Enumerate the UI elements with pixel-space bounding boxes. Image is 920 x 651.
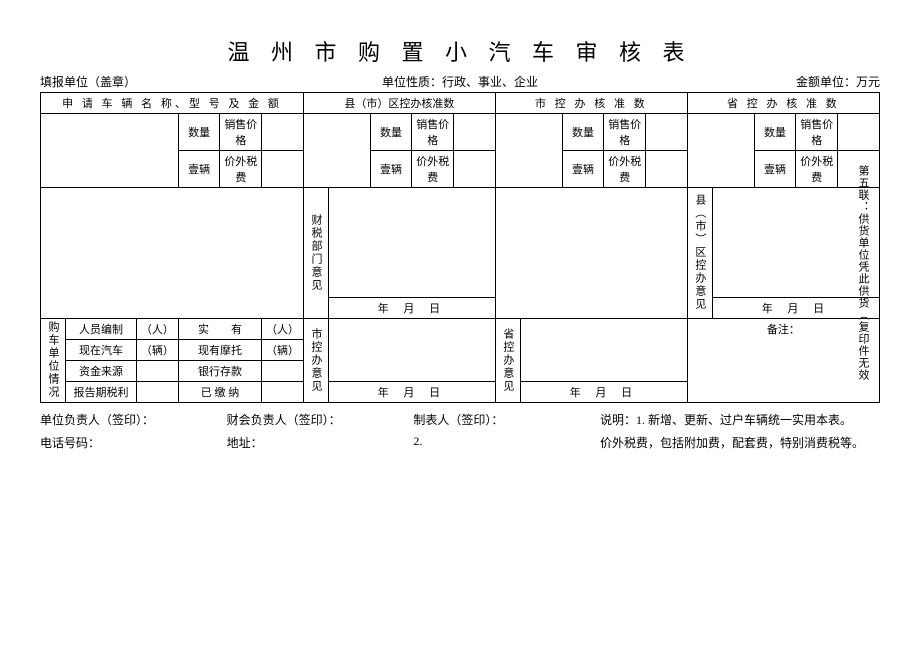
county-extra-val <box>454 150 496 187</box>
county-opinion-label: 县（市）区控办意见 <box>687 187 712 318</box>
prov-name-blank <box>687 113 754 187</box>
county-date: 年 月 日 <box>712 297 879 318</box>
city-price-val <box>646 113 688 150</box>
apply-extra-val <box>262 150 304 187</box>
header-left: 填报单位（盖章） <box>40 73 320 90</box>
city-qty: 数量 <box>562 113 604 150</box>
prov-price: 销售价格 <box>796 113 838 150</box>
header-mid: 单位性质：行政、事业、企业 <box>320 73 600 90</box>
f2c: 2. <box>413 434 600 451</box>
county-qty: 数量 <box>370 113 412 150</box>
u-r1b-unit: （人） <box>262 318 304 339</box>
hdr-apply: 申 请 车 辆 名 称、型 号 及 金 额 <box>41 92 304 113</box>
tax-opinion-body <box>328 187 495 297</box>
city-price: 销售价格 <box>604 113 646 150</box>
county-extra: 价外税费 <box>412 150 454 187</box>
f1b: 财会负责人（签印）： <box>227 411 414 428</box>
form-title: 温 州 市 购 置 小 汽 车 审 核 表 <box>40 35 880 67</box>
header-row: 填报单位（盖章） 单位性质：行政、事业、企业 金额单位：万元 <box>40 73 880 90</box>
side-note: 第五联：供货单位凭此供货（复印件无效 <box>856 165 870 381</box>
u-r2b: 现有摩托 <box>178 339 261 360</box>
prov-price-val <box>838 113 880 150</box>
prov-extra: 价外税费 <box>796 150 838 187</box>
prov-opinion-body <box>520 318 687 381</box>
remark-cell: 备注： <box>687 318 879 402</box>
apply-body <box>41 187 304 318</box>
u-r3b-val <box>262 360 304 381</box>
f2d: 价外税费，包括附加费，配套费，特别消费税等。 <box>600 434 880 451</box>
prov-opinion-label: 省控办意见 <box>495 318 520 402</box>
u-r1a: 人员编制 <box>66 318 137 339</box>
apply-price: 销售价格 <box>220 113 262 150</box>
u-r4a-val <box>136 381 178 402</box>
tax-date: 年 月 日 <box>328 297 495 318</box>
u-r3b: 银行存款 <box>178 360 261 381</box>
city-date: 年 月 日 <box>328 381 495 402</box>
f1a: 单位负责人（签印）： <box>40 411 227 428</box>
main-table: 申 请 车 辆 名 称、型 号 及 金 额 县（市）区控办核准数 市 控 办 核… <box>40 92 880 403</box>
city-name-blank <box>495 113 562 187</box>
u-r4b: 已 缴 纳 <box>178 381 261 402</box>
apply-price-val <box>262 113 304 150</box>
prov-qty: 数量 <box>754 113 796 150</box>
county-opinion-body <box>712 187 879 297</box>
f2a: 电话号码： <box>40 434 227 451</box>
u-r1b: 实 有 <box>178 318 261 339</box>
hdr-city: 市 控 办 核 准 数 <box>495 92 687 113</box>
u-r1a-unit: （人） <box>136 318 178 339</box>
county-price: 销售价格 <box>412 113 454 150</box>
apply-name-blank <box>41 113 179 187</box>
county-one: 壹辆 <box>370 150 412 187</box>
apply-extra: 价外税费 <box>220 150 262 187</box>
f1d: 说明：1. 新增、更新、过户车辆统一实用本表。 <box>600 411 880 428</box>
u-r3a-val <box>136 360 178 381</box>
f2b: 地址： <box>227 434 414 451</box>
prov-date: 年 月 日 <box>520 381 687 402</box>
city-opinion-body <box>328 318 495 381</box>
tax-opinion-label: 财税部门意见 <box>303 187 328 318</box>
f1c: 制表人（签印）： <box>413 411 600 428</box>
city-opinion-blank <box>495 187 687 318</box>
header-right: 金额单位：万元 <box>600 73 880 90</box>
u-r2b-unit: （辆） <box>262 339 304 360</box>
apply-one: 壹辆 <box>178 150 220 187</box>
prov-one: 壹辆 <box>754 150 796 187</box>
hdr-county: 县（市）区控办核准数 <box>303 92 495 113</box>
city-opinion-label: 市控办意见 <box>303 318 328 402</box>
county-price-val <box>454 113 496 150</box>
hdr-prov: 省 控 办 核 准 数 <box>687 92 879 113</box>
u-r4a: 报告期税利 <box>66 381 137 402</box>
city-one: 壹辆 <box>562 150 604 187</box>
county-name-blank <box>303 113 370 187</box>
apply-qty: 数量 <box>178 113 220 150</box>
u-r2a: 现在汽车 <box>66 339 137 360</box>
unit-info-label: 购车单位情况 <box>41 318 66 402</box>
footer: 单位负责人（签印）： 财会负责人（签印）： 制表人（签印）： 说明：1. 新增、… <box>40 411 880 451</box>
u-r3a: 资金来源 <box>66 360 137 381</box>
u-r2a-unit: （辆） <box>136 339 178 360</box>
city-extra-val <box>646 150 688 187</box>
city-extra: 价外税费 <box>604 150 646 187</box>
u-r4b-val <box>262 381 304 402</box>
